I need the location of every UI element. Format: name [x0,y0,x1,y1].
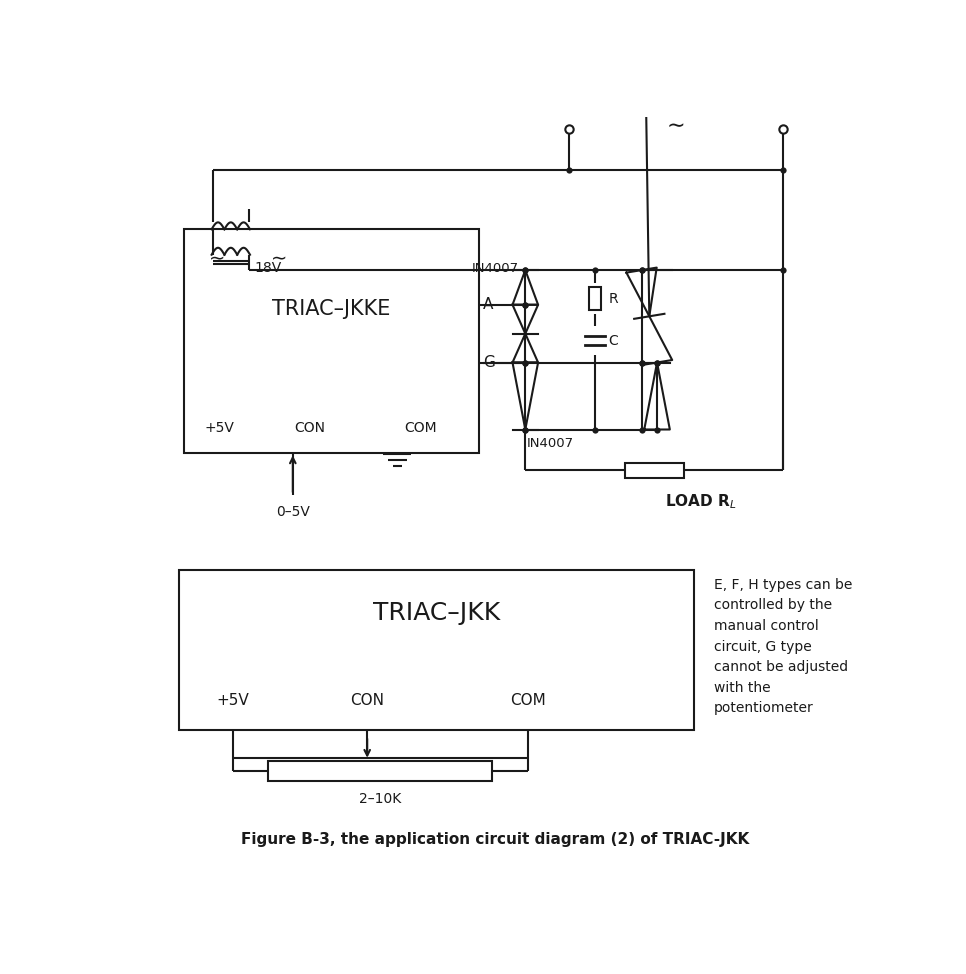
Text: ∼: ∼ [667,116,685,136]
Text: +5V: +5V [204,421,234,435]
Text: CON: CON [351,693,384,708]
Text: ∼: ∼ [270,249,287,268]
Text: 18V: 18V [255,261,282,275]
Bar [179,570,695,730]
Bar [185,229,479,453]
Text: E, F, H types can be
controlled by the
manual control
circuit, G type
cannot be : E, F, H types can be controlled by the m… [714,578,852,715]
Text: C: C [609,333,618,348]
Text: Figure B-3, the application circuit diagram (2) of TRIAC-JKK: Figure B-3, the application circuit diag… [241,833,750,847]
Text: COM: COM [405,421,437,435]
Text: COM: COM [510,693,546,708]
Text: CON: CON [295,421,326,435]
Text: LOAD R$_L$: LOAD R$_L$ [665,492,737,510]
Text: TRIAC–JKKE: TRIAC–JKKE [272,299,390,319]
Text: TRIAC–JKK: TRIAC–JKK [373,601,500,624]
Text: 2–10K: 2–10K [359,792,402,806]
Text: R: R [609,291,618,306]
Text: IN4007: IN4007 [472,262,519,275]
Text: 0–5V: 0–5V [276,505,310,519]
Text: G: G [483,355,495,370]
Text: +5V: +5V [216,693,249,708]
Text: A: A [483,297,493,313]
Text: ∼: ∼ [209,249,225,268]
Bar [589,287,601,311]
Bar [269,761,493,780]
Bar [625,463,684,478]
Text: IN4007: IN4007 [526,437,574,450]
